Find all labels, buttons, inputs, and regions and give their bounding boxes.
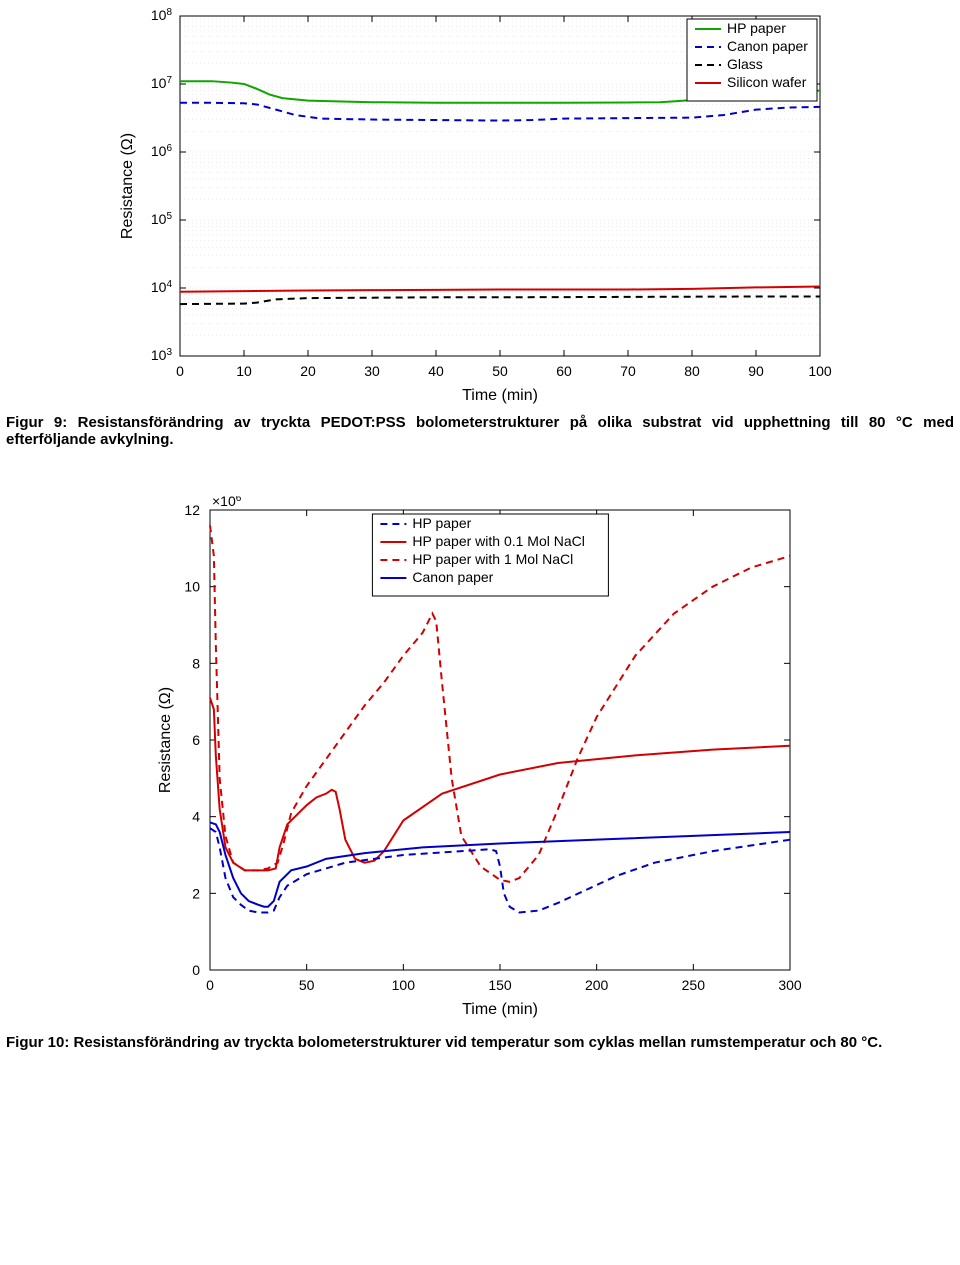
svg-text:200: 200	[585, 977, 609, 993]
figure-10-caption: Figur 10: Resistansförändring av tryckta…	[0, 1026, 960, 1069]
svg-text:Canon paper: Canon paper	[727, 38, 808, 54]
svg-text:108: 108	[151, 7, 173, 24]
series-hp-paper	[210, 828, 790, 912]
svg-text:90: 90	[748, 363, 764, 379]
svg-text:Time (min): Time (min)	[462, 387, 538, 404]
svg-text:Silicon wafer: Silicon wafer	[727, 74, 807, 90]
svg-text:20: 20	[300, 363, 316, 379]
svg-text:107: 107	[151, 75, 173, 92]
svg-text:100: 100	[808, 363, 832, 379]
svg-text:30: 30	[364, 363, 380, 379]
svg-text:150: 150	[488, 977, 512, 993]
svg-text:0: 0	[192, 962, 200, 978]
svg-text:70: 70	[620, 363, 636, 379]
svg-text:Canon paper: Canon paper	[412, 569, 493, 585]
svg-text:50: 50	[299, 977, 315, 993]
svg-text:4: 4	[192, 809, 200, 825]
svg-text:Glass: Glass	[727, 56, 763, 72]
svg-text:100: 100	[392, 977, 416, 993]
svg-text:10: 10	[184, 579, 200, 595]
chart-svg-fig9: 0 10 20 30 40 50 60 70 80 90 100 103 104 105 106 107 108…	[110, 6, 850, 406]
svg-text:105: 105	[151, 211, 173, 228]
svg-text:Resistance (Ω): Resistance (Ω)	[119, 133, 136, 239]
svg-text:Time (min): Time (min)	[462, 1001, 538, 1018]
svg-text:8: 8	[192, 655, 200, 671]
svg-text:106: 106	[151, 143, 173, 160]
svg-text:Resistance (Ω): Resistance (Ω)	[157, 687, 174, 793]
svg-text:0: 0	[176, 363, 184, 379]
svg-text:50: 50	[492, 363, 508, 379]
svg-text:10: 10	[236, 363, 252, 379]
svg-text:12: 12	[184, 502, 200, 518]
svg-text:104: 104	[151, 279, 173, 296]
chart-svg-fig10: 0 50 100 150 200 250 300 0 2 4 6 8 10 12 ×106 Time (min…	[140, 496, 820, 1026]
svg-text:2: 2	[192, 885, 200, 901]
series-canon-paper	[180, 103, 820, 121]
svg-text:HP paper: HP paper	[727, 20, 786, 36]
svg-text:300: 300	[778, 977, 802, 993]
svg-text:HP paper: HP paper	[412, 515, 471, 531]
svg-text:250: 250	[682, 977, 706, 993]
figure-10-chart: 0 50 100 150 200 250 300 0 2 4 6 8 10 12 ×106 Time (min…	[0, 466, 960, 1026]
svg-text:6: 6	[192, 732, 200, 748]
figure-9-chart: 0 10 20 30 40 50 60 70 80 90 100 103 104 105 106 107 108…	[0, 0, 960, 406]
svg-text:103: 103	[151, 347, 173, 364]
figure-9-caption: Figur 9: Resistansförändring av tryckta …	[0, 406, 960, 466]
svg-text:80: 80	[684, 363, 700, 379]
svg-text:HP paper with 1 Mol NaCl: HP paper with 1 Mol NaCl	[412, 551, 573, 567]
svg-text:40: 40	[428, 363, 444, 379]
svg-text:HP paper with 0.1 Mol NaCl: HP paper with 0.1 Mol NaCl	[412, 533, 584, 549]
svg-text:60: 60	[556, 363, 572, 379]
svg-text:0: 0	[206, 977, 214, 993]
svg-text:×106: ×106	[212, 496, 242, 509]
